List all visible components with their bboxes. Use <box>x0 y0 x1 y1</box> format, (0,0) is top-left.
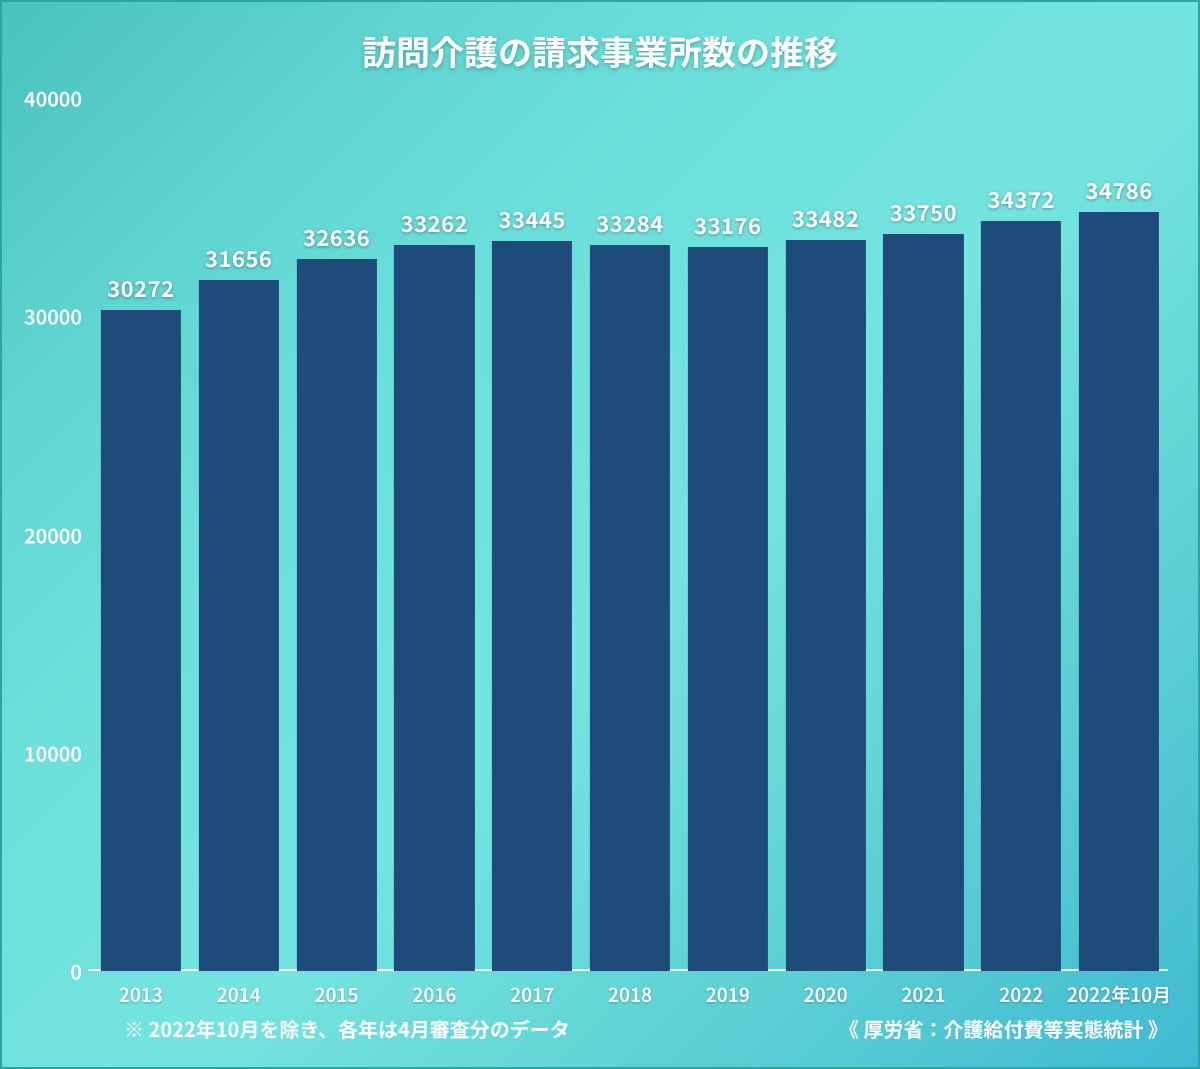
bar-x-label: 2014 <box>217 981 261 1008</box>
bar: 32636 <box>296 259 376 971</box>
bar: 33445 <box>492 241 572 971</box>
bar-slot: 343722022 <box>972 98 1070 971</box>
bar-x-label: 2022年10月 <box>1067 981 1171 1008</box>
bar-x-label: 2022 <box>999 981 1043 1008</box>
bar-value-label: 33176 <box>694 209 761 241</box>
bar: 30272 <box>101 310 181 971</box>
chart-title: 訪問介護の請求事業所数の推移 <box>2 26 1198 75</box>
bar: 33482 <box>786 240 866 971</box>
bar-slot: 334822020 <box>777 98 875 971</box>
bar-x-label: 2019 <box>706 981 750 1008</box>
bar-value-label: 34786 <box>1085 174 1152 206</box>
bar-x-label: 2021 <box>901 981 945 1008</box>
ytick-label: 30000 <box>24 302 82 331</box>
bar-slot: 316562014 <box>190 98 288 971</box>
bar-x-label: 2017 <box>510 981 554 1008</box>
bar: 34786 <box>1079 212 1159 971</box>
ytick-label: 10000 <box>24 738 82 767</box>
bar-value-label: 34372 <box>988 183 1055 215</box>
bar-slot: 337502021 <box>875 98 973 971</box>
chart-canvas: 訪問介護の請求事業所数の推移 010000200003000040000 302… <box>0 0 1200 1069</box>
bar-slot: 332622016 <box>385 98 483 971</box>
bar-value-label: 30272 <box>107 272 174 304</box>
bar-slot: 332842018 <box>581 98 679 971</box>
ytick-label: 0 <box>70 957 82 986</box>
plot-area: 010000200003000040000 302722013316562014… <box>92 98 1168 971</box>
bar: 33750 <box>883 234 963 971</box>
bar-value-label: 33284 <box>596 207 663 239</box>
footnote-right: 《 厚労省：介護給付費等実態統計 》 <box>839 1014 1168 1043</box>
bar-x-label: 2016 <box>412 981 456 1008</box>
footnote-left: ※ 2022年10月を除き、各年は4月審査分のデータ <box>124 1014 570 1043</box>
bar: 33284 <box>590 245 670 971</box>
bar-value-label: 33482 <box>792 202 859 234</box>
bar-value-label: 33750 <box>890 196 957 228</box>
bar-slot: 347862022年10月 <box>1070 98 1168 971</box>
bar-slot: 326362015 <box>288 98 386 971</box>
bar-slot: 334452017 <box>483 98 581 971</box>
bar-slot: 302722013 <box>92 98 190 971</box>
bar: 33262 <box>394 245 474 971</box>
bar: 34372 <box>981 221 1061 971</box>
bar-slot: 331762019 <box>679 98 777 971</box>
ytick-label: 40000 <box>24 84 82 113</box>
bar-x-label: 2018 <box>608 981 652 1008</box>
bar-value-label: 33445 <box>498 203 565 235</box>
bar-value-label: 33262 <box>401 207 468 239</box>
bar-x-label: 2020 <box>804 981 848 1008</box>
bar: 31656 <box>199 280 279 971</box>
bars-container: 3027220133165620143263620153326220163344… <box>92 98 1168 971</box>
bar-x-label: 2015 <box>314 981 358 1008</box>
bar-value-label: 32636 <box>303 221 370 253</box>
bar-x-label: 2013 <box>119 981 163 1008</box>
bar-value-label: 31656 <box>205 242 272 274</box>
ytick-label: 20000 <box>24 520 82 549</box>
bar: 33176 <box>688 247 768 971</box>
